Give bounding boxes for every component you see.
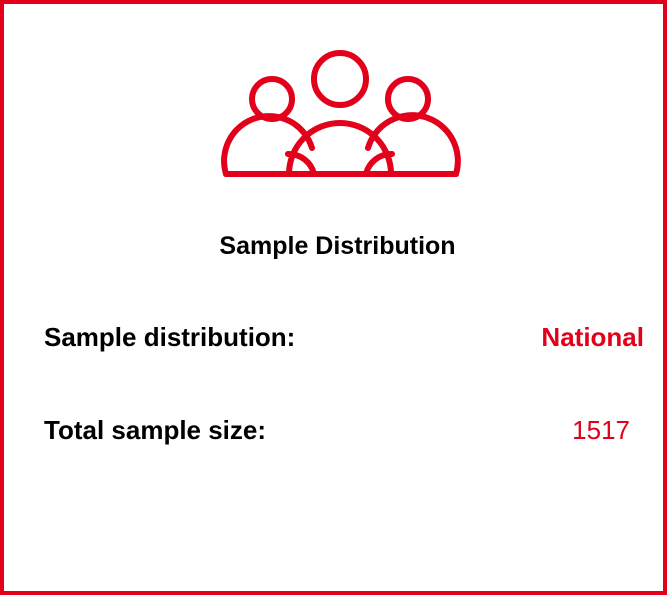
title: Sample Distribution bbox=[219, 232, 456, 260]
people-icon bbox=[221, 50, 461, 177]
row-value: National bbox=[541, 322, 644, 352]
row-label: Total sample size: bbox=[44, 415, 267, 445]
row-value: 1517 bbox=[572, 415, 630, 445]
row-label: Sample distribution: bbox=[44, 322, 296, 352]
